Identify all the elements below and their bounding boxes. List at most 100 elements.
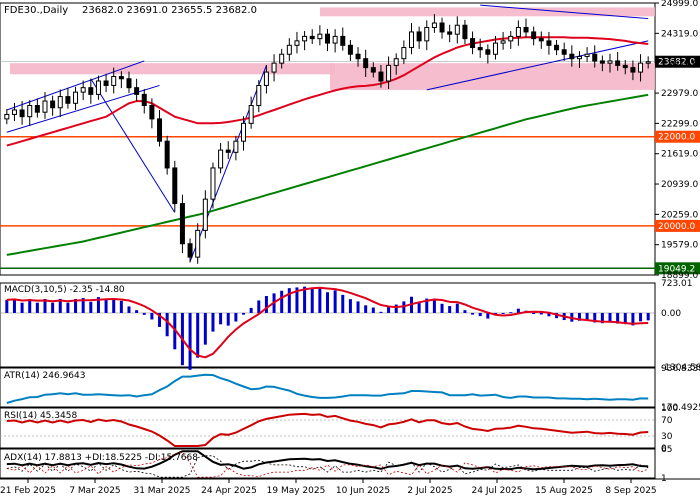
- candle-body: [157, 118, 163, 142]
- macd-bar: [593, 312, 597, 323]
- macd-bar: [623, 312, 627, 325]
- candle-body: [523, 26, 529, 33]
- price-zone: [320, 7, 655, 17]
- macd-bar: [631, 312, 635, 326]
- macd-bar: [532, 312, 536, 314]
- rsi-tick-label: 30: [661, 432, 673, 442]
- macd-bar: [242, 312, 246, 315]
- macd-bar: [249, 307, 253, 313]
- macd-bar: [234, 312, 238, 322]
- macd-bar: [295, 287, 299, 313]
- y-tick-label: 22299.0: [661, 119, 698, 129]
- rsi-tick-label: 100: [661, 404, 678, 414]
- candle-body: [500, 40, 506, 44]
- macd-bar: [66, 302, 70, 313]
- macd-bar: [371, 307, 375, 313]
- minus-di-line: [6, 451, 649, 478]
- candle-body: [42, 100, 48, 113]
- candle-body: [599, 60, 605, 64]
- macd-bar: [310, 288, 314, 313]
- y-tick-label: 22979.0: [661, 89, 698, 99]
- candle-body: [65, 96, 71, 104]
- candle-body: [386, 64, 392, 82]
- candle-body: [515, 26, 521, 37]
- macd-bar: [616, 312, 620, 324]
- candle-body: [347, 44, 353, 55]
- candle-body: [80, 87, 86, 93]
- rsi-tick-label: 0: [661, 444, 667, 454]
- macd-title: MACD(3,10,5) -2.35 -14.80: [4, 285, 125, 295]
- y-tick-label: 20259.0: [661, 210, 698, 220]
- candle-body: [439, 22, 445, 33]
- macd-bar: [28, 298, 32, 313]
- macd-bar: [51, 302, 55, 313]
- macd-bar: [264, 295, 268, 313]
- candle-body: [11, 109, 17, 115]
- candle-body: [50, 100, 56, 109]
- x-tick-label: 31 Mar 2025: [133, 486, 190, 496]
- macd-bar: [394, 304, 398, 313]
- candle-body: [88, 87, 94, 95]
- candle-body: [546, 40, 552, 46]
- macd-bar: [478, 312, 482, 317]
- candle-body: [134, 87, 140, 95]
- macd-bar: [455, 303, 459, 313]
- candle-body: [485, 49, 491, 55]
- macd-bar: [12, 298, 16, 313]
- candle-body: [27, 105, 33, 118]
- candle-body: [584, 53, 590, 57]
- macd-bar: [509, 312, 513, 314]
- candle-body: [370, 67, 376, 73]
- macd-bar: [387, 306, 391, 313]
- macd-bar: [74, 298, 78, 313]
- y-tick-label: 18899.0: [661, 271, 698, 281]
- macd-bar: [417, 302, 421, 313]
- macd-bar: [119, 300, 123, 313]
- candle-body: [408, 31, 414, 49]
- candle-body: [256, 84, 262, 107]
- candle-body: [309, 35, 315, 40]
- candle-body: [111, 76, 117, 86]
- macd-bar: [539, 312, 543, 315]
- trendline: [480, 4, 649, 20]
- candle-body: [302, 35, 308, 42]
- macd-bar: [287, 288, 291, 313]
- candle-body: [378, 71, 384, 82]
- macd-bar: [364, 305, 368, 313]
- plus-di-line: [6, 455, 649, 478]
- macd-bar: [646, 312, 650, 321]
- macd-bar: [608, 312, 612, 323]
- macd-bar: [112, 298, 116, 313]
- macd-signal-line: [6, 286, 649, 359]
- macd-bar: [20, 302, 24, 313]
- candle-body: [149, 105, 155, 120]
- candle-body: [95, 80, 101, 95]
- macd-bar: [35, 302, 39, 313]
- x-tick-label: 24 Jul 2025: [472, 486, 523, 496]
- macd-bar: [211, 312, 215, 332]
- candle-body: [279, 53, 285, 64]
- rsi-title: RSI(14) 45.3458: [4, 411, 77, 421]
- macd-tick-label: 723.01: [661, 279, 693, 289]
- candle-body: [241, 122, 247, 142]
- macd-bar: [104, 299, 108, 313]
- macd-bar: [463, 310, 467, 313]
- candle-body: [355, 53, 361, 60]
- x-tick-label: 8 Sep 2025: [605, 486, 656, 496]
- rsi-tick-label: 70: [661, 416, 673, 426]
- candle-body: [294, 40, 300, 46]
- level-label: 19049.2: [658, 264, 695, 274]
- macd-bar: [257, 300, 261, 313]
- candle-body: [561, 49, 567, 55]
- ohlc-readout: 23682.0 23691.0 23655.5 23682.0: [82, 5, 257, 16]
- macd-bar: [303, 286, 307, 313]
- macd-bar: [196, 312, 200, 358]
- candle-body: [470, 38, 476, 49]
- macd-bar: [348, 299, 352, 313]
- candle-body: [416, 31, 422, 42]
- candle-body: [592, 53, 598, 62]
- x-tick-label: 15 Aug 2025: [535, 486, 593, 496]
- x-tick-label: 10 Jun 2025: [336, 486, 390, 496]
- y-tick-label: 21619.0: [661, 150, 698, 160]
